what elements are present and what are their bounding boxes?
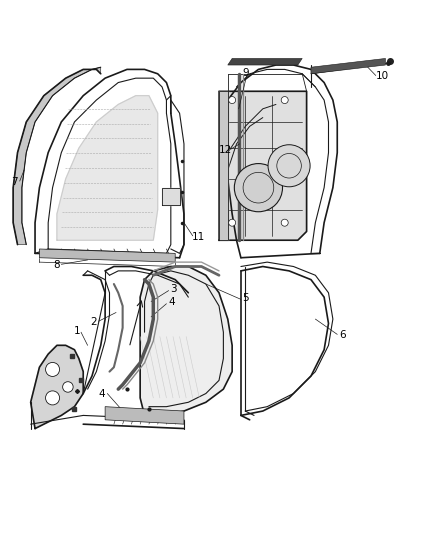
Polygon shape — [219, 91, 228, 240]
Polygon shape — [57, 96, 158, 240]
Polygon shape — [31, 345, 83, 429]
Circle shape — [281, 219, 288, 226]
Polygon shape — [228, 59, 302, 65]
Circle shape — [63, 382, 73, 392]
Circle shape — [46, 391, 60, 405]
Text: 11: 11 — [191, 232, 205, 242]
Text: 9: 9 — [242, 68, 249, 78]
Polygon shape — [162, 188, 180, 205]
Polygon shape — [140, 266, 232, 415]
Polygon shape — [13, 67, 101, 245]
Text: 7: 7 — [11, 177, 18, 188]
Polygon shape — [105, 407, 184, 424]
Text: 8: 8 — [53, 260, 60, 270]
Circle shape — [281, 96, 288, 103]
Polygon shape — [219, 91, 307, 240]
Text: 6: 6 — [339, 330, 346, 340]
Circle shape — [46, 362, 60, 376]
Polygon shape — [311, 59, 385, 74]
Text: 4: 4 — [99, 390, 106, 399]
Text: 2: 2 — [90, 317, 97, 327]
Text: 3: 3 — [170, 284, 177, 294]
Circle shape — [268, 145, 310, 187]
Text: 12: 12 — [219, 144, 232, 155]
Circle shape — [234, 164, 283, 212]
Circle shape — [229, 96, 236, 103]
Polygon shape — [39, 249, 175, 262]
Text: 10: 10 — [375, 71, 389, 81]
Circle shape — [229, 219, 236, 226]
Text: 5: 5 — [242, 293, 249, 303]
Text: 1: 1 — [73, 326, 80, 336]
Text: 4: 4 — [168, 297, 175, 308]
